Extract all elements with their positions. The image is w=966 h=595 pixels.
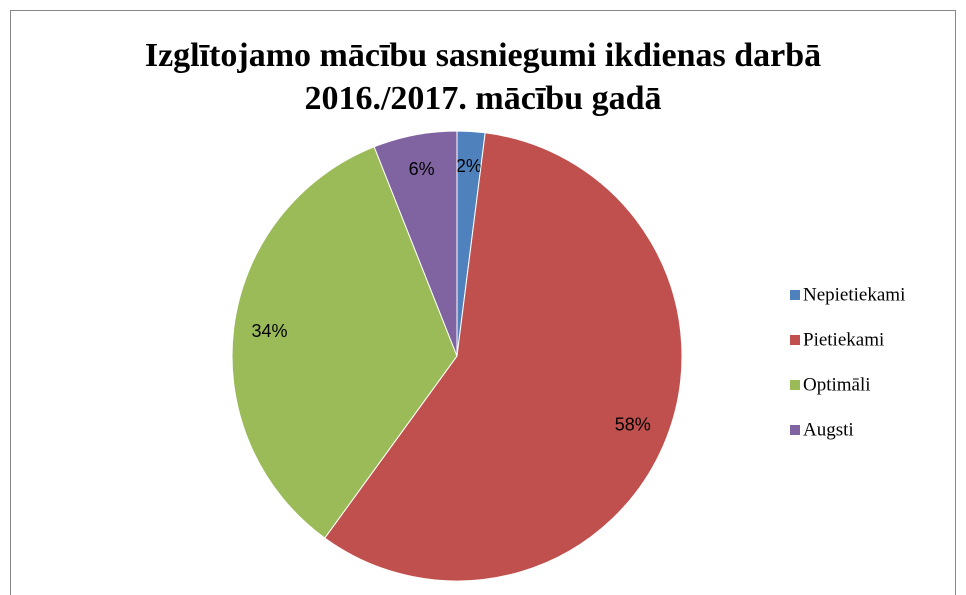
data-label: 34% [251, 321, 287, 341]
legend-label: Augsti [803, 419, 854, 440]
data-label: 6% [409, 159, 435, 179]
legend-swatch [790, 290, 800, 300]
pie-slice [231, 146, 458, 539]
pie-slice [324, 132, 683, 582]
legend-label: Optimāli [803, 374, 871, 395]
chart-title: Izglītojamo mācību sasniegumi ikdienas d… [145, 37, 821, 74]
legend-swatch [790, 425, 800, 435]
legend-label: Nepietiekami [803, 284, 905, 305]
data-label: 58% [615, 414, 651, 434]
pie-slice [373, 130, 458, 357]
legend-swatch [790, 380, 800, 390]
chart-title: 2016./2017. mācību gadā [304, 80, 661, 117]
data-label: 2% [456, 156, 482, 176]
legend-label: Pietiekami [803, 329, 884, 350]
legend-swatch [790, 335, 800, 345]
